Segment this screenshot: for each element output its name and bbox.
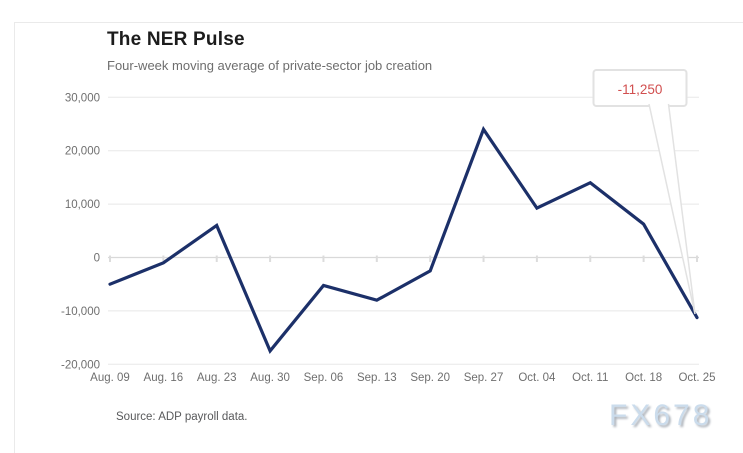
callout-tail — [648, 103, 696, 315]
callout-value: -11,250 — [618, 82, 663, 97]
x-axis-label: Aug. 23 — [197, 372, 237, 384]
x-axis-label: Aug. 16 — [144, 372, 184, 384]
y-axis-label: 0 — [94, 253, 100, 265]
x-axis-label: Aug. 09 — [90, 372, 130, 384]
y-axis-label: -20,000 — [61, 359, 100, 371]
x-axis-label: Oct. 25 — [678, 372, 715, 384]
x-axis-label: Oct. 04 — [518, 372, 556, 384]
x-axis-label: Sep. 27 — [464, 372, 504, 384]
value-callout: -11,250 — [592, 69, 696, 315]
series-line — [108, 125, 699, 354]
x-axis-label: Oct. 11 — [572, 372, 608, 384]
x-axis-label: Sep. 20 — [410, 372, 450, 384]
watermark: FX678 — [609, 399, 713, 432]
chart-subtitle: Four-week moving average of private-sect… — [107, 58, 433, 73]
y-axis-label: 20,000 — [65, 146, 100, 158]
chart-title: The NER Pulse — [107, 29, 245, 50]
y-axis-label: 10,000 — [65, 199, 100, 211]
y-axis-label: -10,000 — [61, 306, 100, 318]
callout-box — [592, 69, 688, 107]
x-axis-label: Sep. 13 — [357, 372, 397, 384]
x-axis-label: Oct. 18 — [625, 372, 662, 384]
y-axis-label: 30,000 — [65, 92, 100, 104]
x-axis-label: Aug. 30 — [250, 372, 290, 384]
source-note: Source: ADP payroll data. — [116, 411, 248, 423]
x-axis-label: Sep. 06 — [304, 372, 344, 384]
